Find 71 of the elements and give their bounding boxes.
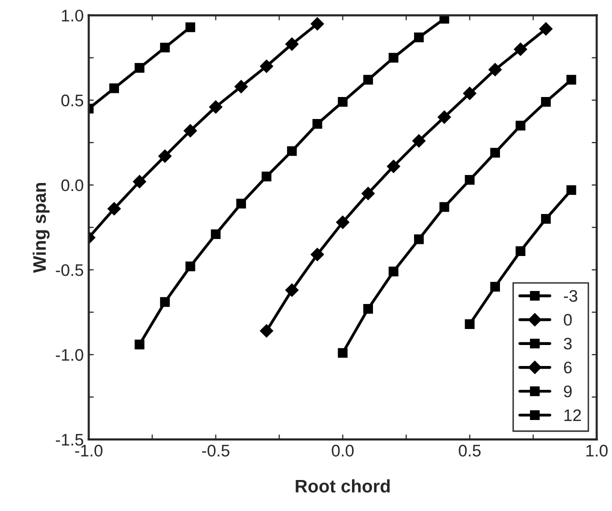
- point: [386, 160, 400, 173]
- point: [310, 17, 324, 30]
- point: [463, 86, 476, 100]
- point: [414, 32, 424, 42]
- point: [184, 124, 197, 138]
- point: [134, 63, 144, 73]
- point: [388, 52, 398, 63]
- point: [566, 74, 576, 85]
- x-tick-label: -1.0: [75, 444, 102, 457]
- y-tick-label: 0.0: [61, 179, 84, 192]
- point: [312, 119, 322, 129]
- point: [158, 150, 172, 163]
- point: [285, 284, 299, 297]
- point: [541, 96, 551, 107]
- legend-label: 9: [564, 385, 572, 398]
- point: [362, 186, 375, 200]
- y-axis-title: Wing span: [32, 182, 50, 273]
- point: [388, 266, 398, 276]
- point: [336, 216, 350, 229]
- y-tick-label: 0.5: [61, 94, 84, 106]
- point: [287, 146, 297, 156]
- point: [310, 248, 324, 262]
- legend-label: 6: [564, 362, 572, 374]
- point: [338, 348, 348, 358]
- point: [490, 148, 500, 158]
- legend-label: 3: [564, 338, 572, 350]
- point: [185, 22, 196, 32]
- point: [160, 297, 170, 307]
- point: [260, 324, 274, 338]
- point: [160, 42, 170, 52]
- point: [412, 134, 426, 148]
- point: [109, 83, 119, 94]
- point: [234, 80, 248, 94]
- point: [134, 340, 144, 350]
- y-tick-label: -0.5: [56, 264, 84, 276]
- point: [516, 246, 526, 256]
- point: [438, 110, 451, 124]
- point: [514, 42, 528, 56]
- x-tick-label: -0.5: [202, 444, 230, 457]
- point: [539, 22, 552, 36]
- point: [132, 175, 146, 188]
- point: [490, 282, 500, 292]
- y-tick-label: 1.0: [62, 10, 84, 22]
- point: [236, 198, 246, 209]
- point: [488, 63, 502, 76]
- point: [285, 38, 299, 51]
- point: [210, 229, 221, 240]
- point: [262, 172, 272, 182]
- x-axis-title: Root chord: [296, 479, 390, 493]
- x-tick-label: 1.0: [586, 444, 608, 457]
- point: [439, 202, 450, 212]
- point: [464, 319, 475, 329]
- point: [363, 74, 373, 85]
- point: [209, 100, 222, 114]
- point: [338, 96, 348, 107]
- x-tick-label: 0.0: [332, 444, 354, 457]
- point: [108, 202, 121, 216]
- legend-label: 0: [564, 314, 572, 326]
- point: [566, 185, 576, 195]
- point: [363, 304, 373, 314]
- legend-label: 12: [564, 409, 581, 421]
- point: [185, 262, 196, 272]
- point: [414, 234, 424, 244]
- y-tick-label: -1.5: [56, 434, 84, 446]
- point: [541, 214, 551, 224]
- point: [464, 175, 475, 185]
- point: [516, 120, 526, 130]
- legend-label: -3: [564, 290, 578, 302]
- x-tick-label: 0.5: [458, 444, 481, 457]
- y-tick-label: -1.0: [56, 349, 84, 361]
- point: [260, 60, 274, 73]
